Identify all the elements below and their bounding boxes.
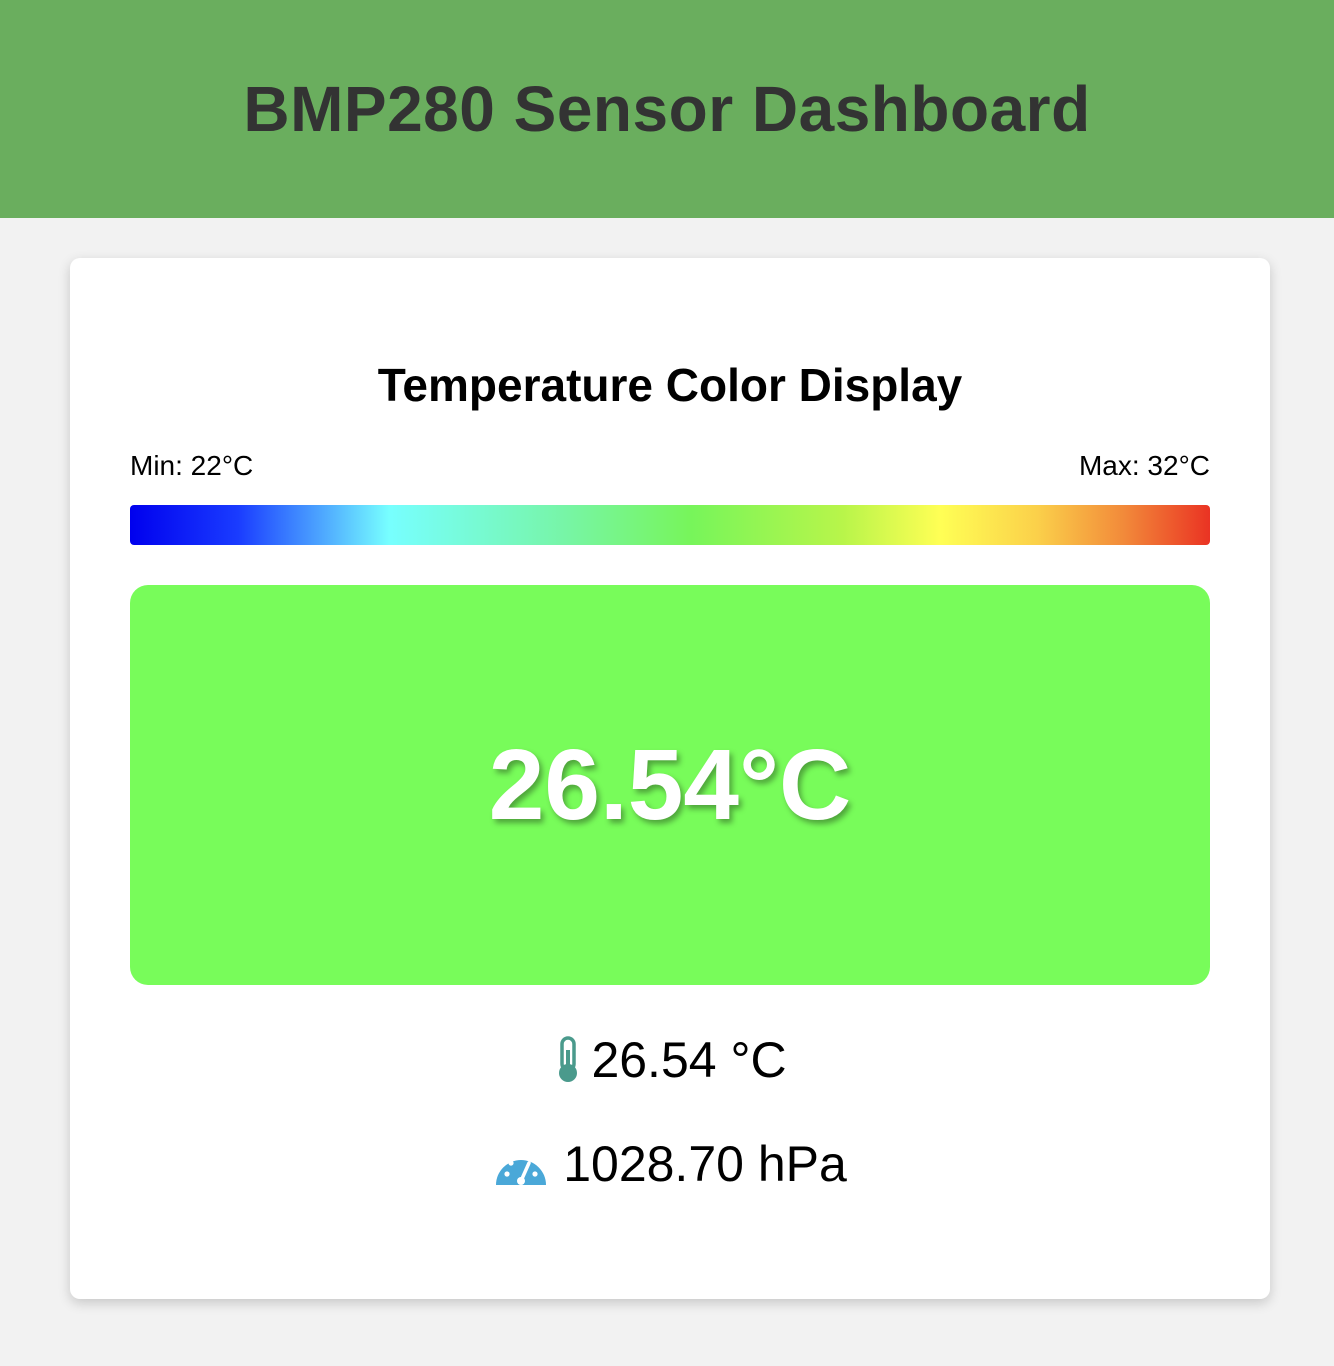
temperature-color-box: 26.54°C	[130, 585, 1210, 985]
temperature-reading: 26.54 °C	[70, 1030, 1270, 1090]
pressure-reading-value: 1028.70 hPa	[563, 1136, 847, 1192]
page-title: BMP280 Sensor Dashboard	[243, 73, 1091, 145]
temperature-display-value: 26.54°C	[488, 728, 852, 841]
card-title: Temperature Color Display	[377, 359, 963, 411]
thermometer-icon	[553, 1036, 583, 1084]
pressure-reading: 1028.70 hPa	[70, 1134, 1270, 1194]
temperature-reading-value: 26.54 °C	[591, 1032, 787, 1088]
scale-min-label: Min: 22°C	[130, 450, 254, 481]
gauge-icon	[493, 1141, 549, 1187]
dashboard-header: BMP280 Sensor Dashboard	[0, 0, 1334, 218]
temperature-gradient-bar	[130, 505, 1210, 545]
scale-max-label: Max: 32°C	[1078, 450, 1210, 481]
temperature-card: Temperature Color Display Min: 22°C Max:…	[70, 258, 1270, 1299]
